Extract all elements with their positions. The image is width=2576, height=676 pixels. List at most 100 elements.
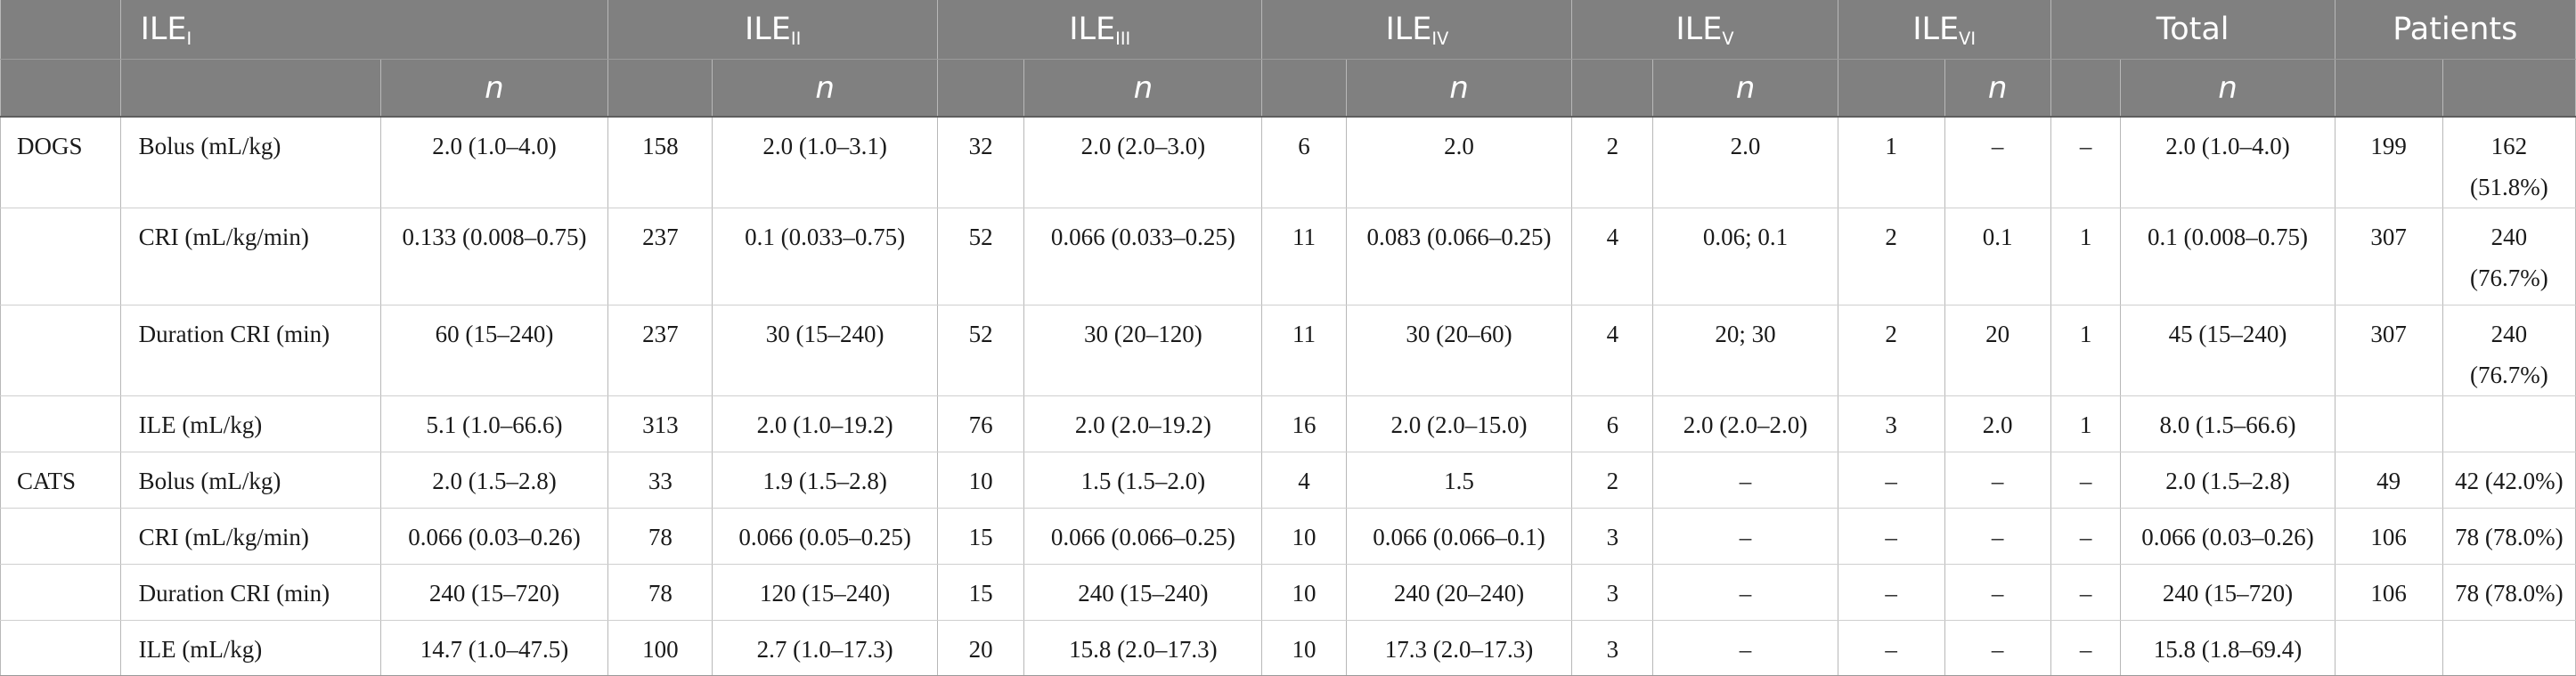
value-cell: 2.0 — [1345, 117, 1573, 208]
value-cell: 52 — [936, 305, 1025, 396]
value-cell: 2.0 (1.0–19.2) — [712, 395, 938, 452]
value-cell: – — [2050, 620, 2122, 676]
value-cell: – — [2050, 508, 2122, 565]
parameter-cell: CRI (mL/kg/min) — [119, 208, 381, 305]
value-cell: 0.066 (0.03–0.26) — [379, 508, 609, 565]
value-cell: 11 — [1261, 208, 1347, 305]
value-cell: 0.066 (0.03–0.26) — [2120, 508, 2336, 565]
value-cell: 1 — [2050, 395, 2122, 452]
value-cell: 5.1 (1.0–66.6) — [379, 395, 609, 452]
value-cell: 1 — [2050, 208, 2122, 305]
header-total: Total — [2050, 0, 2336, 60]
value-cell: 10 — [1261, 620, 1347, 676]
header-ile-5: ILEV — [1571, 0, 1838, 60]
value-cell: 30 (20–60) — [1345, 305, 1573, 396]
value-cell: 11 — [1261, 305, 1347, 396]
value-cell: 6 — [1571, 395, 1654, 452]
value-cell: 0.066 (0.033–0.25) — [1023, 208, 1263, 305]
value-cell: 2.0 (1.0–4.0) — [379, 117, 609, 208]
value-cell: 240 (15–720) — [379, 564, 609, 621]
header-n-empty — [2441, 59, 2576, 118]
value-cell: 15 — [936, 564, 1025, 621]
header-n-empty — [936, 59, 1025, 118]
value-cell: 0.066 (0.066–0.1) — [1345, 508, 1573, 565]
table-row: CATS Bolus (mL/kg) 2.0 (1.5–2.8) 33 1.9 (1.5… — [0, 452, 2576, 509]
value-cell: 49 — [2334, 452, 2443, 509]
value-cell — [2441, 395, 2576, 452]
table-row: ILE (mL/kg) 14.7 (1.0–47.5) 100 2.7 (1.0–17… — [0, 620, 2576, 676]
value-cell: 237 — [607, 208, 713, 305]
table-row: CRI (mL/kg/min) 0.066 (0.03–0.26) 78 0.066 … — [0, 508, 2576, 565]
table-body: DOGS Bolus (mL/kg) 2.0 (1.0–4.0) 158 2.0 (1.… — [0, 117, 2576, 676]
value-cell: 158 — [607, 117, 713, 208]
value-cell: 4 — [1261, 452, 1347, 509]
value-cell: 1.9 (1.5–2.8) — [712, 452, 938, 509]
value-cell: – — [1652, 564, 1838, 621]
value-cell: 2.0 (2.0–15.0) — [1345, 395, 1573, 452]
value-cell: 16 — [1261, 395, 1347, 452]
value-cell: 15.8 (2.0–17.3) — [1023, 620, 1263, 676]
value-cell: 240 (76.7%) — [2441, 208, 2576, 305]
parameter-cell: Duration CRI (min) — [119, 564, 381, 621]
value-cell: 313 — [607, 395, 713, 452]
parameter-cell: ILE (mL/kg) — [119, 395, 381, 452]
value-cell: 42 (42.0%) — [2441, 452, 2576, 509]
value-cell: 30 (20–120) — [1023, 305, 1263, 396]
header-n-label: n — [712, 59, 938, 118]
value-cell: 10 — [1261, 508, 1347, 565]
header-n-label: n — [2120, 59, 2336, 118]
parameter-cell: Bolus (mL/kg) — [119, 452, 381, 509]
value-cell: – — [1652, 508, 1838, 565]
value-cell: 2.0 (1.0–4.0) — [2120, 117, 2336, 208]
value-cell: 0.06; 0.1 — [1652, 208, 1838, 305]
value-cell — [2334, 620, 2443, 676]
value-cell: 0.133 (0.008–0.75) — [379, 208, 609, 305]
value-cell: 307 — [2334, 305, 2443, 396]
value-cell: 15 — [936, 508, 1025, 565]
value-cell: 120 (15–240) — [712, 564, 938, 621]
table-row: Duration CRI (min) 240 (15–720) 78 120 (15–… — [0, 564, 2576, 621]
parameter-cell: Duration CRI (min) — [119, 305, 381, 396]
value-cell: 4 — [1571, 305, 1654, 396]
species-cell — [0, 620, 121, 676]
header-n-empty — [1261, 59, 1347, 118]
value-cell: 10 — [1261, 564, 1347, 621]
value-cell: 2 — [1571, 117, 1654, 208]
value-cell: 240 (15–720) — [2120, 564, 2336, 621]
header-n-empty — [2050, 59, 2122, 118]
value-cell: 52 — [936, 208, 1025, 305]
value-cell: 240 (76.7%) — [2441, 305, 2576, 396]
header-row-groups: ILEI ILEII ILEIII ILEIV ILEV ILEVI Total… — [0, 0, 2576, 60]
value-cell: 240 (20–240) — [1345, 564, 1573, 621]
header-n-label: n — [1652, 59, 1838, 118]
header-n-label: n — [1944, 59, 2051, 118]
species-cell: CATS — [0, 452, 121, 509]
species-cell: DOGS — [0, 117, 121, 208]
value-cell: 20; 30 — [1652, 305, 1838, 396]
value-cell: 15.8 (1.8–69.4) — [2120, 620, 2336, 676]
value-cell — [2334, 395, 2443, 452]
value-cell: 33 — [607, 452, 713, 509]
value-cell: 1 — [2050, 305, 2122, 396]
value-cell: 4 — [1571, 208, 1654, 305]
value-cell: 2.0 (2.0–2.0) — [1652, 395, 1838, 452]
value-cell: 2 — [1837, 305, 1945, 396]
value-cell: 3 — [1571, 620, 1654, 676]
value-cell: 240 (15–240) — [1023, 564, 1263, 621]
header-n-empty — [1571, 59, 1654, 118]
header-row-n: n n n n n n n — [0, 59, 2576, 118]
value-cell: 3 — [1571, 564, 1654, 621]
header-n-empty — [119, 59, 381, 118]
value-cell: – — [1944, 452, 2051, 509]
species-cell — [0, 508, 121, 565]
header-ile-1: ILEI — [119, 0, 609, 60]
value-cell: 2.0 — [1652, 117, 1838, 208]
parameter-cell: CRI (mL/kg/min) — [119, 508, 381, 565]
value-cell: 2.7 (1.0–17.3) — [712, 620, 938, 676]
table-row: Duration CRI (min) 60 (15–240) 237 30 (15–2… — [0, 305, 2576, 396]
value-cell: 1 — [1837, 117, 1945, 208]
value-cell: 2 — [1571, 452, 1654, 509]
value-cell: – — [1944, 564, 2051, 621]
value-cell: 20 — [936, 620, 1025, 676]
value-cell: 2.0 — [1944, 395, 2051, 452]
